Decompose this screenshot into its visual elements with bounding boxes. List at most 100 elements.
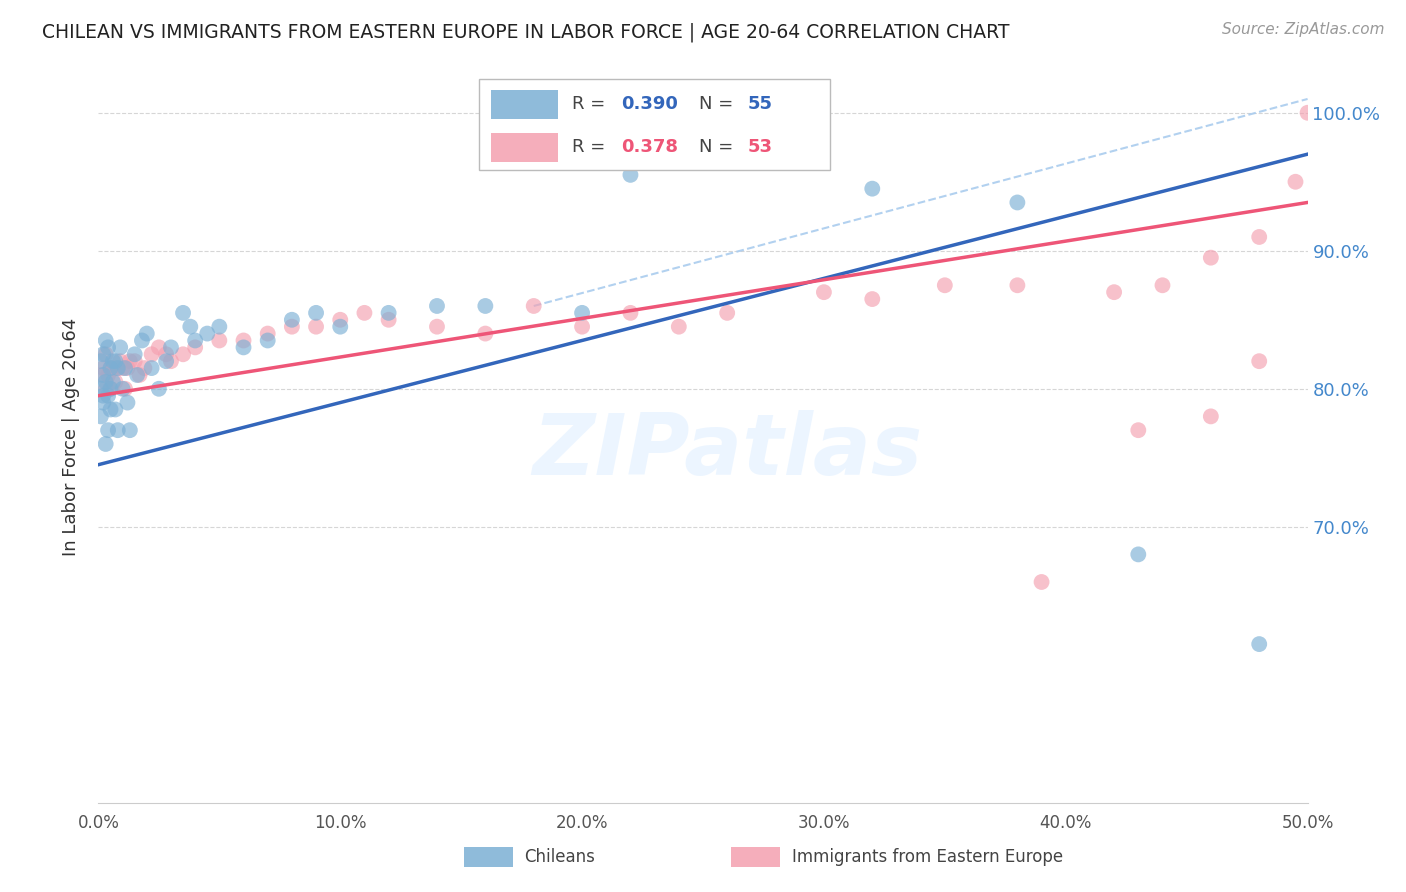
Point <box>172 347 194 361</box>
Point <box>100 382 122 396</box>
Point <box>141 361 163 376</box>
Point <box>281 312 304 326</box>
Point <box>94 347 117 361</box>
Point <box>172 306 194 320</box>
Point <box>94 382 117 396</box>
Point <box>1007 195 1029 210</box>
Point <box>117 395 139 409</box>
Point <box>114 361 136 376</box>
Point <box>184 340 207 354</box>
Point <box>131 334 153 348</box>
Y-axis label: In Labor Force | Age 20-64: In Labor Force | Age 20-64 <box>62 318 80 557</box>
Point <box>107 361 129 376</box>
Point <box>111 361 134 376</box>
Point <box>474 299 496 313</box>
Point <box>716 306 738 320</box>
Point <box>1199 251 1222 265</box>
Text: R =: R = <box>572 95 612 113</box>
Point <box>1249 354 1271 368</box>
Point <box>107 423 129 437</box>
Point <box>155 347 177 361</box>
FancyBboxPatch shape <box>492 133 558 161</box>
Point <box>305 319 328 334</box>
Point <box>619 168 641 182</box>
Point <box>104 402 127 417</box>
Point <box>101 361 124 376</box>
Text: 55: 55 <box>748 95 773 113</box>
Point <box>135 326 157 341</box>
Point <box>353 306 375 320</box>
Point <box>90 354 112 368</box>
Text: 53: 53 <box>748 138 773 156</box>
Text: CHILEAN VS IMMIGRANTS FROM EASTERN EUROPE IN LABOR FORCE | AGE 20-64 CORRELATION: CHILEAN VS IMMIGRANTS FROM EASTERN EUROP… <box>42 22 1010 42</box>
Point <box>101 375 124 389</box>
Point <box>232 334 254 348</box>
Point <box>1284 175 1306 189</box>
Point <box>97 368 120 382</box>
Point <box>94 375 117 389</box>
Point <box>128 368 150 382</box>
FancyBboxPatch shape <box>479 78 830 170</box>
Point <box>1249 230 1271 244</box>
Point <box>97 340 120 354</box>
Point <box>118 354 141 368</box>
Point <box>232 340 254 354</box>
Point <box>179 319 201 334</box>
Point <box>1199 409 1222 424</box>
Point <box>160 340 183 354</box>
Point <box>571 306 593 320</box>
Point <box>195 326 218 341</box>
Text: N =: N = <box>699 95 740 113</box>
Point <box>117 361 139 376</box>
Point <box>184 334 207 348</box>
Point <box>90 409 112 424</box>
Point <box>111 382 134 396</box>
Point <box>256 326 278 341</box>
Point <box>860 292 883 306</box>
Point <box>94 334 117 348</box>
Point <box>1152 278 1174 293</box>
Text: Source: ZipAtlas.com: Source: ZipAtlas.com <box>1222 22 1385 37</box>
Point <box>91 347 114 361</box>
Point <box>90 368 112 382</box>
Point <box>813 285 835 300</box>
Point <box>134 361 156 376</box>
Point <box>619 306 641 320</box>
Point <box>934 278 956 293</box>
Point <box>668 319 690 334</box>
Point <box>148 340 170 354</box>
Point <box>108 340 131 354</box>
Point <box>208 319 231 334</box>
Point <box>91 361 114 376</box>
Point <box>1007 278 1029 293</box>
Point <box>281 319 304 334</box>
Point <box>100 402 122 417</box>
Point <box>1102 285 1125 300</box>
Point <box>208 334 231 348</box>
Point <box>474 326 496 341</box>
Point <box>377 306 399 320</box>
Point <box>523 299 546 313</box>
Point <box>155 354 177 368</box>
Point <box>305 306 328 320</box>
Point <box>104 375 127 389</box>
Text: 0.378: 0.378 <box>621 138 678 156</box>
Point <box>101 354 124 368</box>
Point <box>148 382 170 396</box>
Point <box>1128 548 1150 562</box>
Text: Immigrants from Eastern Europe: Immigrants from Eastern Europe <box>792 848 1063 866</box>
Point <box>426 299 449 313</box>
Point <box>118 423 141 437</box>
Point <box>100 361 122 376</box>
Point <box>860 182 883 196</box>
Point <box>329 312 352 326</box>
Text: 0.390: 0.390 <box>621 95 678 113</box>
Text: ZIPatlas: ZIPatlas <box>531 410 922 493</box>
Point <box>107 361 129 376</box>
Point <box>91 389 114 403</box>
Point <box>104 354 127 368</box>
Point <box>114 382 136 396</box>
Point <box>256 334 278 348</box>
Point <box>1128 423 1150 437</box>
Point <box>160 354 183 368</box>
